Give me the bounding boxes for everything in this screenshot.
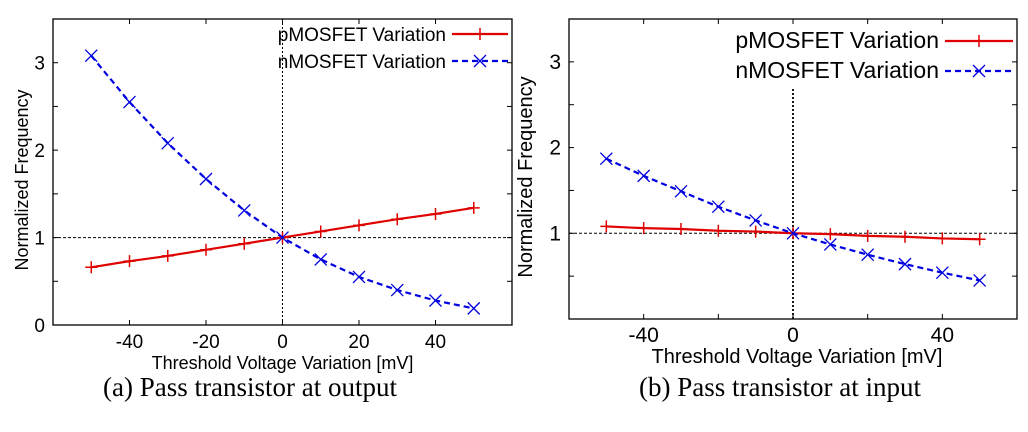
legend-label: nMOSFET Variation [735, 57, 939, 83]
x-marker [823, 237, 837, 251]
plus-marker [899, 230, 911, 243]
x-tick-label: 40 [425, 332, 446, 353]
x-axis-label: Threshold Voltage Variation [mV] [652, 346, 943, 368]
x-marker [237, 204, 251, 217]
x-marker [972, 64, 986, 78]
x-marker [935, 266, 949, 280]
x-marker [390, 283, 404, 297]
x-marker [786, 226, 800, 240]
x-marker [973, 273, 987, 287]
x-marker [161, 136, 175, 150]
x-marker [314, 252, 328, 266]
plus-marker [637, 222, 650, 235]
plus-marker [200, 243, 212, 256]
y-tick-label: 1 [34, 229, 45, 250]
x-axis-label: Threshold Voltage Variation [mV] [152, 353, 414, 373]
series-nmosfet [599, 152, 987, 287]
x-marker [467, 301, 481, 315]
plus-marker [353, 219, 365, 232]
x-tick-label: 40 [931, 324, 954, 347]
x-tick-label: -20 [192, 332, 219, 353]
y-axis-label: Normalized Frequency [12, 89, 32, 270]
plus-marker [973, 35, 985, 47]
y-tick-label: 1 [549, 222, 561, 245]
x-marker [123, 95, 136, 109]
legend-label: pMOSFET Variation [735, 27, 939, 53]
y-tick-label: 2 [34, 141, 45, 162]
plus-marker [314, 225, 327, 238]
legend-label: nMOSFET Variation [278, 52, 446, 73]
legend-label: pMOSFET Variation [278, 25, 446, 46]
x-marker [637, 169, 651, 183]
y-tick-label: 0 [34, 316, 45, 337]
plus-marker [675, 223, 687, 235]
x-tick-label: -40 [116, 332, 143, 353]
x-marker [861, 248, 875, 262]
plus-marker [600, 220, 613, 233]
plus-marker [973, 233, 986, 246]
series-line [90, 55, 474, 310]
plus-marker [391, 213, 404, 226]
x-marker [674, 184, 688, 198]
x-tick-label: 0 [787, 324, 799, 347]
series-nmosfet [84, 49, 481, 315]
x-marker [749, 213, 763, 227]
y-axis-label: Normalized Frequency [515, 76, 537, 277]
y-tick-label: 3 [34, 54, 45, 75]
x-marker [429, 294, 442, 307]
plus-marker [467, 201, 480, 214]
x-tick-label: 0 [277, 332, 288, 353]
x-marker [711, 200, 725, 214]
x-marker [199, 172, 213, 186]
chart-panel-a: 0 1 2 3 -40 -20 0 20 40 Threshold Voltage Variati… [12, 18, 513, 373]
x-marker [352, 270, 366, 284]
plus-marker [238, 237, 251, 250]
x-marker [898, 257, 912, 271]
plus-marker [429, 207, 442, 220]
plus-marker [712, 224, 725, 237]
plus-marker [749, 225, 762, 238]
x-tick-label: -40 [628, 324, 658, 347]
x-marker [84, 49, 98, 63]
plus-marker [474, 28, 486, 40]
y-tick-label: 3 [549, 51, 561, 74]
plus-marker [123, 255, 136, 268]
plus-marker [161, 249, 174, 262]
plus-marker [85, 261, 98, 274]
caption-b: (b) Pass transistor at input [639, 372, 921, 402]
x-marker [276, 231, 289, 245]
plus-marker [861, 229, 874, 242]
x-marker [599, 152, 613, 166]
plus-marker [824, 228, 837, 241]
caption-a: (a) Pass transistor at output [103, 372, 397, 402]
plus-marker [936, 232, 949, 245]
x-tick-label: 20 [348, 332, 369, 353]
y-tick-label: 2 [549, 137, 561, 160]
x-marker [473, 54, 487, 68]
